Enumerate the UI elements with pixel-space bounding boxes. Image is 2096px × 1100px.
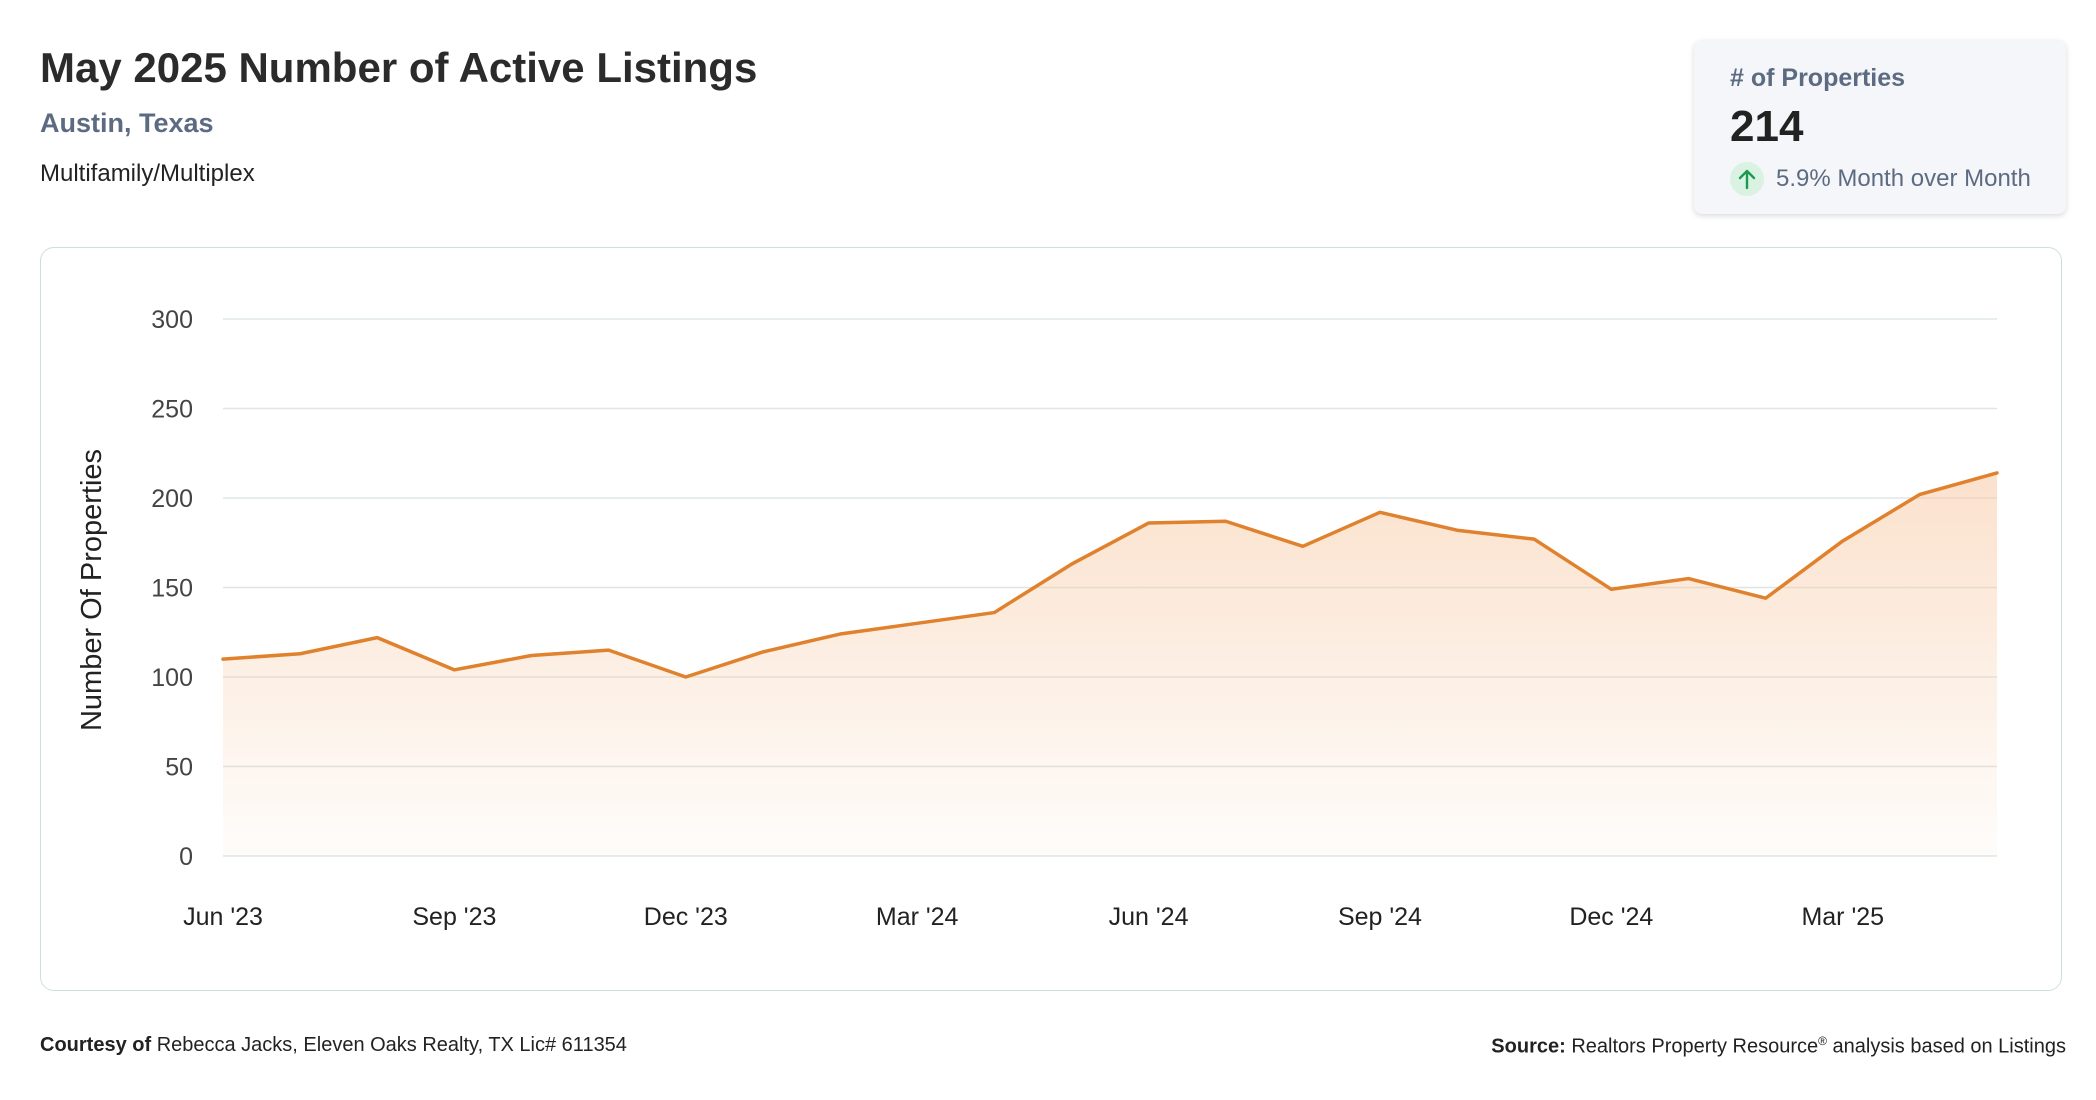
data-point <box>606 647 612 653</box>
data-point <box>914 620 920 626</box>
data-point <box>1531 536 1537 542</box>
data-point <box>1377 509 1383 515</box>
data-point <box>1917 491 1923 497</box>
courtesy-text: Rebecca Jacks, Eleven Oaks Realty, TX Li… <box>156 1034 627 1056</box>
data-point <box>1068 561 1074 567</box>
data-point <box>451 667 457 673</box>
active-listings-chart: 0 50 100 150 200 250 300 Jun '23 Sep '23 Dec '23… <box>76 306 2000 931</box>
kpi-label: # of Properties <box>1730 64 1906 92</box>
kpi-card: # of Properties 214 5.9% Month over Mont… <box>1694 40 2066 214</box>
data-point <box>1223 518 1229 524</box>
data-point <box>1840 538 1846 544</box>
data-point <box>1763 595 1769 601</box>
data-point <box>683 674 689 680</box>
source-name: Realtors Property Resource <box>1571 1035 1819 1058</box>
property-category: Multifamily/Multiplex <box>40 160 255 187</box>
x-tick-label: Jun '23 <box>183 903 263 931</box>
x-tick-label: Jun '24 <box>1109 903 1189 931</box>
data-point <box>1300 543 1306 549</box>
x-tick-label: Sep '23 <box>412 903 496 931</box>
courtesy-credit: Courtesy of Rebecca Jacks, Eleven Oaks R… <box>40 1034 627 1057</box>
y-tick-label: 50 <box>165 754 193 782</box>
data-point <box>374 635 380 641</box>
x-tick-label: Sep '24 <box>1338 903 1422 931</box>
y-tick-label: 0 <box>179 843 193 871</box>
x-tick-label: Dec '24 <box>1569 903 1653 931</box>
data-point <box>760 649 766 655</box>
series-area <box>223 472 1997 856</box>
data-point <box>1685 576 1691 582</box>
arrow-up-icon <box>1730 162 1764 196</box>
kpi-value: 214 <box>1730 102 1804 151</box>
courtesy-label: Courtesy of <box>40 1034 152 1056</box>
data-point <box>1146 520 1152 526</box>
data-point <box>529 653 535 659</box>
kpi-change-text: 5.9% Month over Month <box>1776 165 2031 192</box>
x-tick-label: Mar '25 <box>1801 903 1884 931</box>
source-credit: Source: Realtors Property Resource® anal… <box>1491 1034 2066 1059</box>
x-tick-label: Dec '23 <box>644 903 728 931</box>
data-point <box>1608 586 1614 592</box>
source-rest: analysis based on Listings <box>1832 1035 2066 1058</box>
chart-panel: 0 50 100 150 200 250 300 Jun '23 Sep '23 Dec '23… <box>40 247 2062 991</box>
data-point <box>837 631 843 637</box>
y-tick-label: 200 <box>151 485 193 513</box>
location-subtitle: Austin, Texas <box>40 108 214 138</box>
registered-mark: ® <box>1818 1034 1827 1048</box>
y-tick-label: 150 <box>151 575 193 603</box>
y-tick-label: 250 <box>151 396 193 424</box>
page-title: May 2025 Number of Active Listings <box>40 44 758 91</box>
source-label: Source: <box>1491 1035 1566 1058</box>
y-axis-label: Number Of Properties <box>76 449 108 731</box>
y-tick-label: 100 <box>151 664 193 692</box>
series-line <box>221 471 1999 679</box>
data-point <box>1454 527 1460 533</box>
data-point <box>991 610 997 616</box>
data-point <box>220 656 226 662</box>
y-tick-label: 300 <box>151 306 193 334</box>
data-point <box>297 651 303 657</box>
x-tick-label: Mar '24 <box>876 903 959 931</box>
data-point <box>1994 470 2000 476</box>
kpi-change: 5.9% Month over Month <box>1730 162 2031 196</box>
